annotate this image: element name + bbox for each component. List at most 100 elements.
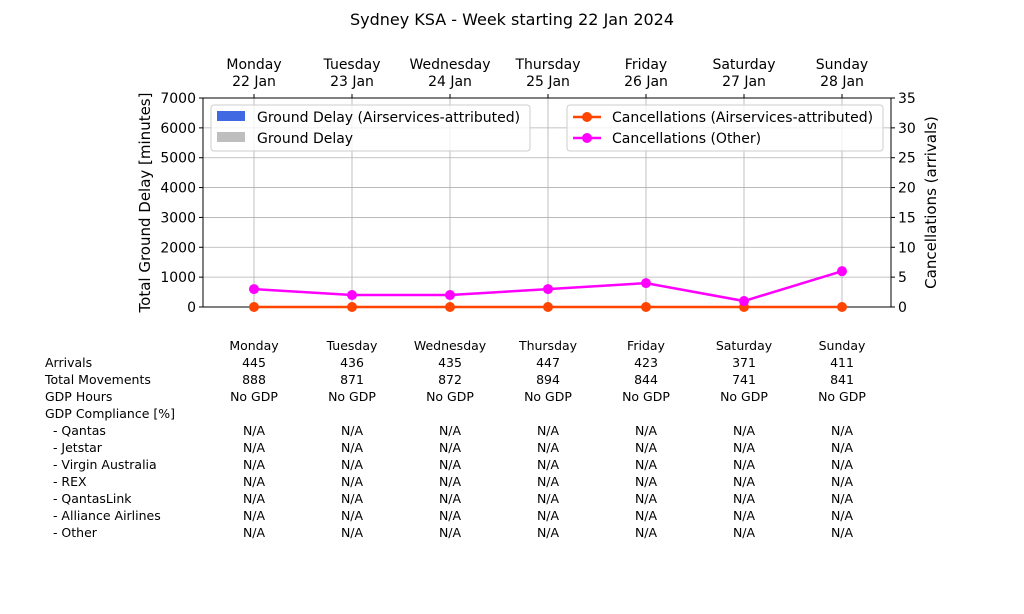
legend-label: Cancellations (Other) xyxy=(612,131,761,147)
x-tick-label-day: Sunday xyxy=(816,57,868,73)
x-tick-label-date: 25 Jan xyxy=(526,74,570,90)
table-row-label: Arrivals xyxy=(45,355,92,370)
table-cell: N/A xyxy=(733,457,756,472)
table-cell: N/A xyxy=(733,474,756,489)
x-tick-label-date: 27 Jan xyxy=(722,74,766,90)
y-tick-label: 2000 xyxy=(160,240,196,256)
y-tick-label: 1000 xyxy=(160,270,196,286)
table-cell: N/A xyxy=(341,474,364,489)
table-cell: 436 xyxy=(340,355,364,370)
table-cell: N/A xyxy=(537,474,560,489)
table-cell: N/A xyxy=(537,508,560,523)
table-row-label: Total Movements xyxy=(44,372,151,387)
table-cell: N/A xyxy=(243,491,266,506)
table-row-label: - REX xyxy=(45,474,87,489)
table-cell: N/A xyxy=(635,440,658,455)
y-tick-label: 6000 xyxy=(160,121,196,137)
x-tick-label-day: Monday xyxy=(226,57,281,73)
table-cell: N/A xyxy=(635,423,658,438)
table-header: Friday xyxy=(627,338,665,353)
table-row-label: - Virgin Australia xyxy=(45,457,157,472)
data-point-0 xyxy=(347,302,357,312)
table-cell: N/A xyxy=(635,508,658,523)
x-tick-label-date: 24 Jan xyxy=(428,74,472,90)
table-cell: N/A xyxy=(635,525,658,540)
table-cell: No GDP xyxy=(328,389,376,404)
data-point-0 xyxy=(837,302,847,312)
table-cell: N/A xyxy=(635,474,658,489)
table-cell: N/A xyxy=(831,491,854,506)
x-tick-label-day: Saturday xyxy=(712,57,775,73)
table-cell: N/A xyxy=(341,525,364,540)
table-cell: No GDP xyxy=(230,389,278,404)
table-row-label: - Jetstar xyxy=(45,440,103,455)
data-point-1 xyxy=(837,266,847,277)
table-cell: N/A xyxy=(733,508,756,523)
table-cell: N/A xyxy=(733,423,756,438)
table-cell: 411 xyxy=(830,355,854,370)
table-cell: 841 xyxy=(830,372,854,387)
table-cell: N/A xyxy=(243,423,266,438)
table-row-label: - Alliance Airlines xyxy=(45,508,161,523)
x-tick-label-date: 22 Jan xyxy=(232,74,276,90)
y-right-tick-label: 25 xyxy=(898,151,916,167)
x-tick-label-date: 26 Jan xyxy=(624,74,668,90)
table-cell: No GDP xyxy=(818,389,866,404)
table-cell: N/A xyxy=(439,508,462,523)
x-tick-label-date: 28 Jan xyxy=(820,74,864,90)
data-point-1 xyxy=(641,278,651,289)
data-point-1 xyxy=(347,290,357,301)
table-cell: N/A xyxy=(733,440,756,455)
x-tick-label-day: Friday xyxy=(625,57,667,73)
y-right-tick-label: 0 xyxy=(898,300,907,316)
table-cell: N/A xyxy=(439,474,462,489)
y-right-tick-label: 10 xyxy=(898,240,916,256)
data-point-0 xyxy=(543,302,553,312)
table-cell: N/A xyxy=(243,508,266,523)
table-cell: N/A xyxy=(537,423,560,438)
legend-left xyxy=(210,104,531,152)
x-tick-label-day: Wednesday xyxy=(409,57,490,73)
table-cell: N/A xyxy=(243,474,266,489)
y-tick-label: 0 xyxy=(187,300,196,316)
legend-label: Ground Delay (Airservices-attributed) xyxy=(257,110,520,126)
data-point-0 xyxy=(641,302,651,312)
y-tick-label: 7000 xyxy=(160,91,196,107)
table-header: Thursday xyxy=(518,338,578,353)
legend-swatch xyxy=(217,111,245,121)
table-cell: N/A xyxy=(831,525,854,540)
x-tick-label-date: 23 Jan xyxy=(330,74,374,90)
table-cell: N/A xyxy=(243,440,266,455)
table-cell: No GDP xyxy=(426,389,474,404)
table-cell: 447 xyxy=(536,355,560,370)
legend-right xyxy=(566,104,884,152)
table-cell: 872 xyxy=(438,372,462,387)
table-cell: N/A xyxy=(733,491,756,506)
table-cell: N/A xyxy=(831,457,854,472)
table-cell: 844 xyxy=(634,372,658,387)
table-cell: N/A xyxy=(341,491,364,506)
table-cell: 423 xyxy=(634,355,658,370)
y-right-tick-label: 30 xyxy=(898,121,916,137)
table-cell: N/A xyxy=(341,457,364,472)
legend-marker xyxy=(582,112,592,122)
legend-label: Cancellations (Airservices-attributed) xyxy=(612,110,873,126)
table-cell: No GDP xyxy=(524,389,572,404)
table-cell: N/A xyxy=(537,457,560,472)
x-tick-label-day: Tuesday xyxy=(323,57,381,73)
table-cell: N/A xyxy=(341,508,364,523)
legend-marker xyxy=(582,133,592,143)
y-tick-label: 4000 xyxy=(160,181,196,197)
data-point-1 xyxy=(739,296,749,307)
table-cell: 371 xyxy=(732,355,756,370)
data-point-1 xyxy=(543,284,553,295)
legend-swatch xyxy=(217,132,245,142)
table-cell: 871 xyxy=(340,372,364,387)
table-cell: 894 xyxy=(536,372,560,387)
table-cell: N/A xyxy=(831,474,854,489)
table-row-label: - Other xyxy=(45,525,98,540)
table-cell: N/A xyxy=(537,440,560,455)
table-cell: 888 xyxy=(242,372,266,387)
table-cell: N/A xyxy=(537,491,560,506)
